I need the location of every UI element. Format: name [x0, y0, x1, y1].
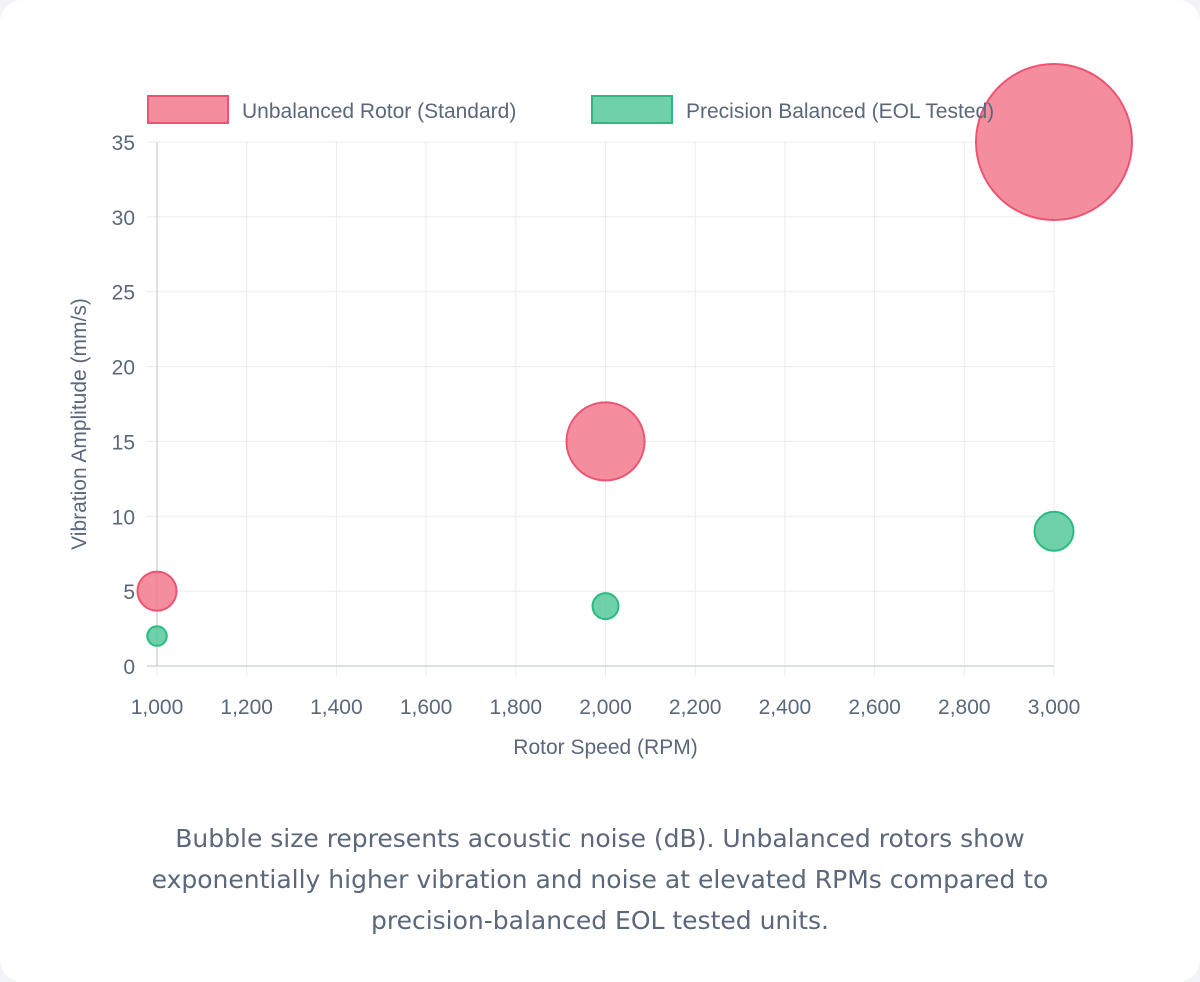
y-tick-label: 35	[112, 132, 135, 155]
x-tick-label: 2,600	[848, 696, 901, 719]
y-tick-label: 0	[123, 656, 135, 679]
y-tick-label: 5	[123, 581, 135, 604]
y-tick-label: 25	[112, 282, 135, 305]
bubble-balanced-1000[interactable]	[146, 625, 168, 647]
x-tick-label: 2,800	[938, 696, 991, 719]
bubble-unbalanced-3000[interactable]	[975, 63, 1133, 221]
bubbles	[136, 63, 1133, 647]
legend-swatch	[591, 95, 673, 124]
y-tick-label: 10	[112, 506, 135, 529]
chart-caption: Bubble size represents acoustic noise (d…	[151, 824, 1049, 935]
bubble-chart: 1,000 1,200 1,400 1,600 1,800 2,000 2,200 2,400…	[68, 63, 1133, 759]
x-tick-label: 1,200	[220, 696, 273, 719]
x-tick-label: 2,200	[669, 696, 722, 719]
bubble-unbalanced-1000[interactable]	[136, 570, 178, 612]
y-tick-label: 15	[112, 431, 135, 454]
x-tick-label: 1,600	[400, 696, 453, 719]
y-tick-label: 30	[112, 207, 135, 230]
legend-item-unbalanced[interactable]: Unbalanced Rotor (Standard)	[147, 95, 516, 124]
legend-swatch	[147, 95, 229, 124]
x-tick-label: 2,000	[579, 696, 632, 719]
legend-item-balanced[interactable]: Precision Balanced (EOL Tested)	[591, 95, 994, 124]
x-tick-label: 1,400	[310, 696, 363, 719]
y-axis-title: Vibration Amplitude (mm/s)	[68, 298, 91, 550]
y-tick-label: 20	[112, 357, 135, 380]
x-tick-label: 3,000	[1028, 696, 1081, 719]
x-tick-label: 1,000	[131, 696, 184, 719]
bubble-balanced-3000[interactable]	[1033, 510, 1075, 552]
legend-label: Precision Balanced (EOL Tested)	[686, 100, 994, 123]
bubble-unbalanced-2000[interactable]	[565, 401, 646, 482]
x-tick-label: 1,800	[490, 696, 543, 719]
legend[interactable]: Unbalanced Rotor (Standard) Precision Bal…	[147, 95, 994, 124]
axes: 1,000 1,200 1,400 1,600 1,800 2,000 2,200 2,400…	[68, 132, 1080, 759]
bubble-balanced-2000[interactable]	[591, 592, 620, 621]
legend-label: Unbalanced Rotor (Standard)	[242, 100, 516, 123]
x-tick-label: 2,400	[759, 696, 812, 719]
x-axis-title: Rotor Speed (RPM)	[513, 736, 697, 759]
